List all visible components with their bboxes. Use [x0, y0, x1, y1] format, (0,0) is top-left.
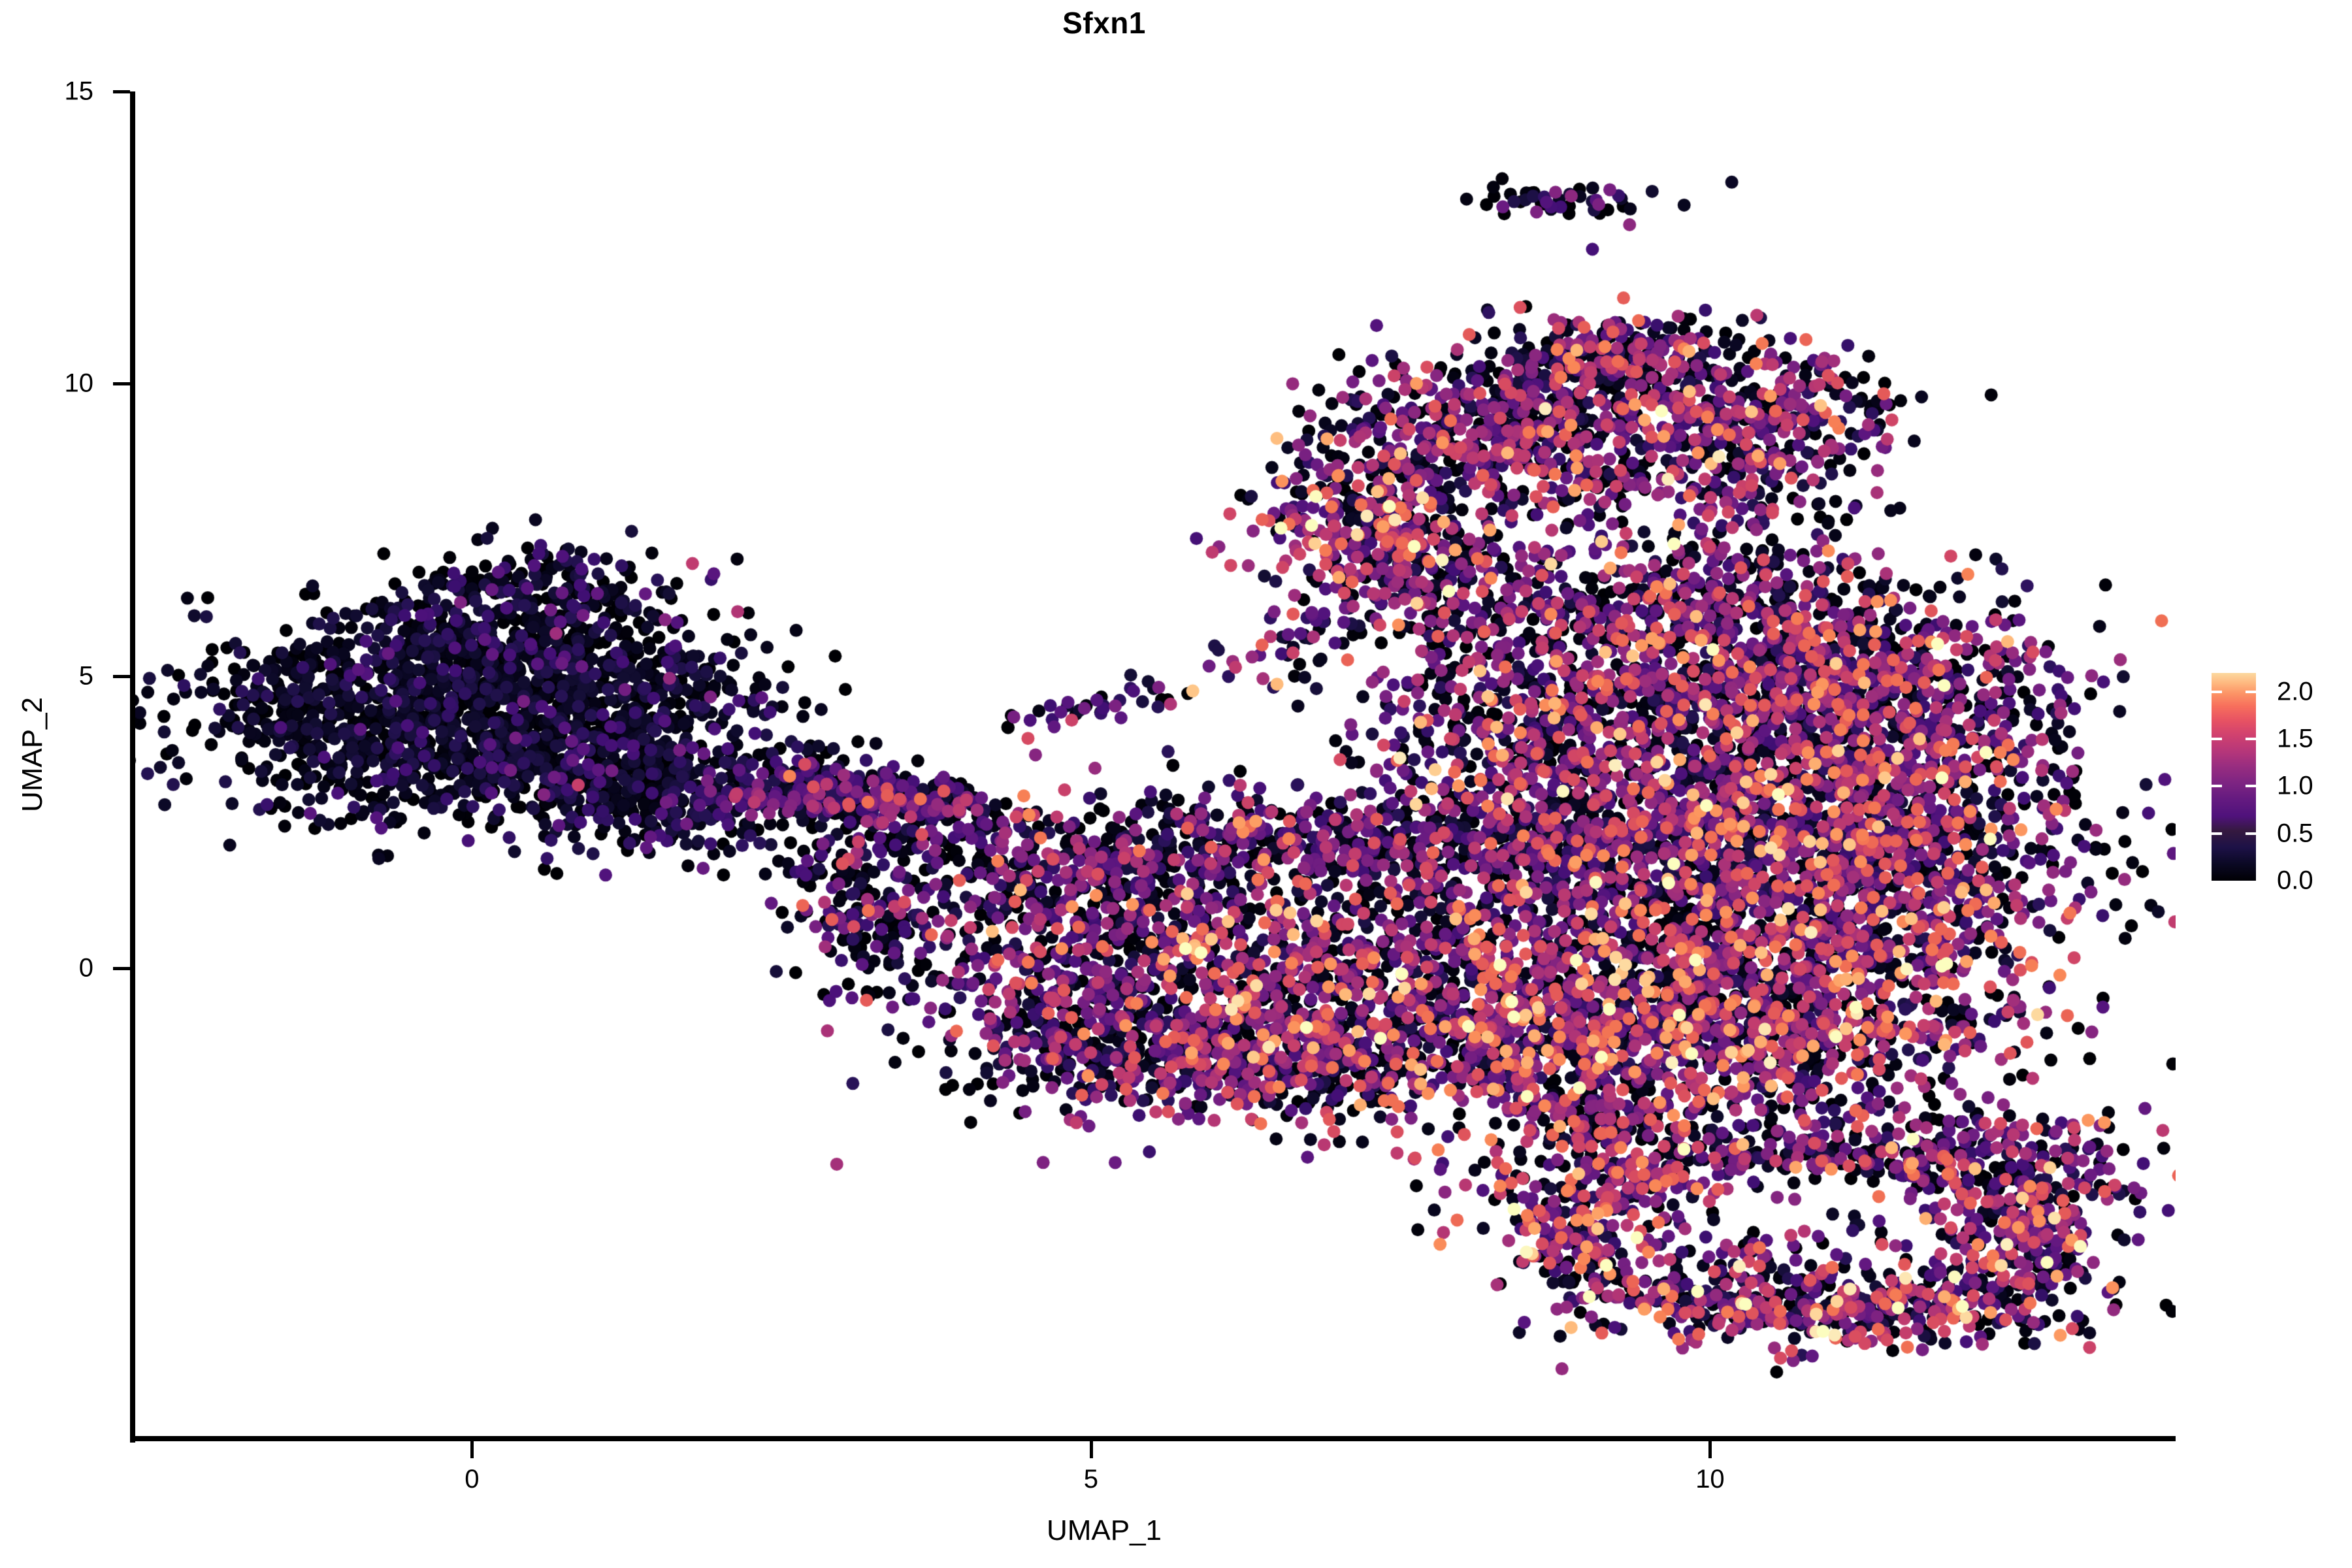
colorbar-gradient: [2212, 673, 2256, 881]
colorbar-tick-label: 1.0: [2277, 771, 2313, 800]
x-axis-line: [130, 1436, 2176, 1441]
colorbar-tick-mark: [2212, 690, 2222, 693]
colorbar-tick-mark: [2212, 832, 2222, 835]
colorbar-tick-label: 1.5: [2277, 724, 2313, 753]
colorbar-legend: 2.0 1.5 1.0 0.5 0.0: [2212, 673, 2342, 895]
x-tick-mark: [470, 1441, 474, 1458]
y-tick-label: 15: [64, 76, 94, 106]
y-tick-label: 5: [78, 661, 93, 691]
colorbar-tick-label: 0.5: [2277, 819, 2313, 848]
page-title: Sfxn1: [1062, 6, 1146, 40]
y-tick-mark: [113, 382, 130, 386]
y-tick-mark: [113, 90, 130, 93]
colorbar-tick-mark: [2246, 832, 2256, 835]
x-tick-label: 10: [1695, 1465, 1725, 1494]
x-tick-label: 0: [465, 1465, 480, 1494]
colorbar-tick-mark: [2212, 738, 2222, 741]
colorbar-tick-mark: [2212, 785, 2222, 788]
colorbar-tick-label: 2.0: [2277, 677, 2313, 706]
colorbar-tick-mark: [2246, 738, 2256, 741]
x-tick-mark: [1708, 1441, 1712, 1458]
y-tick-mark: [113, 674, 130, 678]
x-tick-label: 5: [1083, 1465, 1099, 1494]
scatter-points-canvas: [134, 91, 2176, 1439]
y-tick-mark: [113, 966, 130, 970]
colorbar-tick-mark: [2246, 690, 2256, 693]
scatter-plot-panel: [134, 91, 2176, 1439]
colorbar-tick-mark: [2246, 785, 2256, 788]
y-tick-label: 10: [64, 368, 94, 398]
colorbar-tick-label: 0.0: [2277, 866, 2313, 895]
x-tick-mark: [1089, 1441, 1093, 1458]
y-tick-label: 0: [78, 953, 93, 983]
y-axis-label: UMAP_2: [16, 696, 48, 813]
x-axis-label: UMAP_1: [1046, 1514, 1162, 1546]
y-axis-line: [130, 91, 135, 1443]
